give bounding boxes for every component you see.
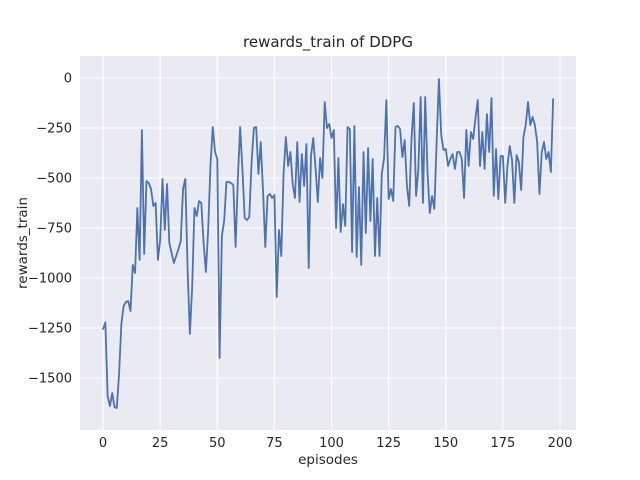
x-tick-label: 0 — [99, 436, 107, 451]
x-tick-label: 125 — [376, 436, 401, 451]
x-tick-label: 50 — [209, 436, 226, 451]
plot-area — [80, 56, 576, 430]
reward-line — [102, 78, 555, 409]
y-tick-label: −500 — [36, 172, 72, 187]
y-tick-label: −1000 — [28, 272, 72, 287]
y-tick-label: −1500 — [28, 372, 72, 387]
y-axis-label-text: rewards_train — [15, 197, 31, 289]
x-axis-label: episodes — [298, 452, 358, 468]
x-tick-label: 200 — [548, 436, 573, 451]
x-tick-label: 100 — [319, 436, 344, 451]
x-tick-label: 175 — [490, 436, 515, 451]
x-tick-label: 25 — [152, 436, 169, 451]
chart-title: rewards_train of DDPG — [243, 33, 413, 51]
y-tick-label: −750 — [36, 222, 72, 237]
x-tick-label: 75 — [266, 436, 283, 451]
y-tick-label: −1250 — [28, 322, 72, 337]
y-tick-label: −250 — [36, 122, 72, 137]
x-tick-label: 150 — [433, 436, 458, 451]
y-tick-label: 0 — [64, 72, 72, 87]
